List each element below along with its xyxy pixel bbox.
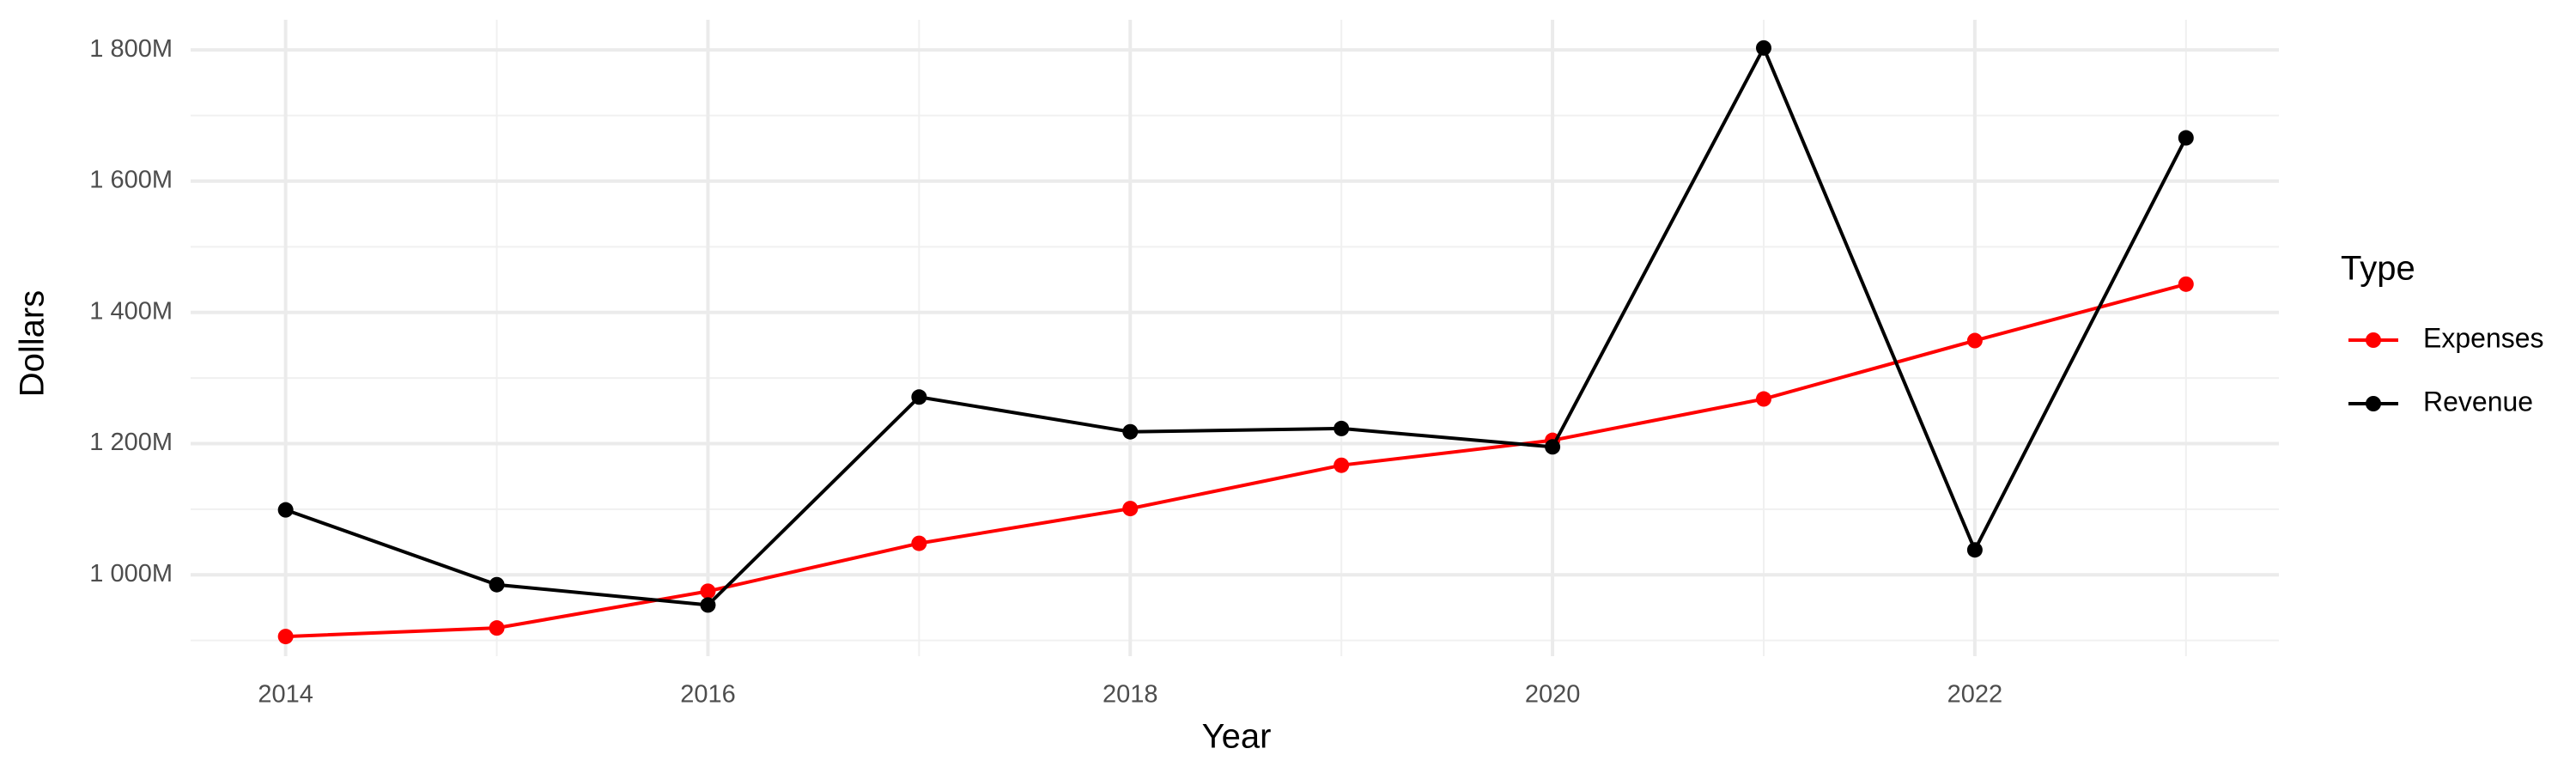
data-point [700,583,716,600]
data-point [1122,423,1139,440]
data-point [277,502,294,518]
data-point [2178,276,2194,292]
x-tick-label: 2020 [1525,681,1581,709]
x-tick-label: 2014 [258,681,313,709]
y-tick-label: 1 800M [89,35,173,63]
x-tick-label: 2022 [1947,681,2003,709]
data-point [1755,40,1771,56]
data-point [911,535,927,551]
legend-marker [2366,332,2381,348]
legend-marker [2366,396,2381,411]
x-axis-title: Year [1202,718,1272,756]
y-tick-label: 1 000M [89,560,173,587]
x-tick-label: 2018 [1103,681,1158,709]
data-point [1122,501,1139,517]
y-tick-label: 1 400M [89,297,173,325]
data-point [1755,391,1771,407]
data-point [1334,457,1350,473]
data-point [2178,130,2194,146]
y-tick-label: 1 600M [89,167,173,194]
legend-label: Revenue [2423,386,2533,417]
data-point [700,597,716,613]
legend-label: Expenses [2423,322,2544,353]
data-point [1966,332,1983,349]
x-tick-label: 2016 [680,681,736,709]
series-line [284,44,2188,607]
data-point [489,620,505,636]
data-point [911,389,927,405]
legend-title: Type [2341,250,2415,288]
data-point [1545,439,1561,455]
data-point [277,629,294,645]
y-tick-label: 1 200M [89,429,173,456]
data-point [489,576,505,593]
series-line [285,282,2187,639]
y-axis-title: Dollars [14,290,52,397]
data-point [1966,542,1983,558]
data-point [1334,420,1350,436]
